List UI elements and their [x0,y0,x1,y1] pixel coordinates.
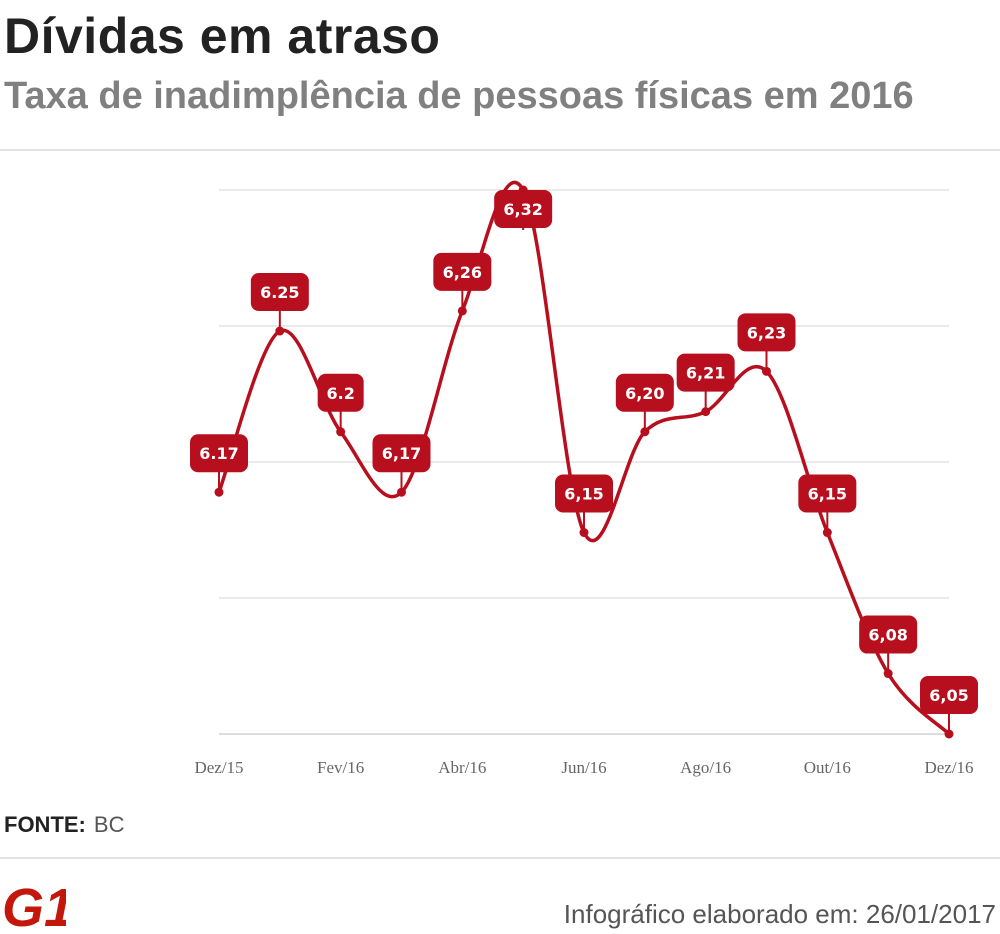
x-tick-label: Ago/16 [680,758,731,777]
data-label-box [433,252,492,291]
infographic-credit: Infográfico elaborado em: 26/01/2017 [563,899,996,929]
data-point [275,326,285,336]
data-label-box [859,615,918,654]
g1-logo: G1 [2,880,66,930]
data-label: 6,08 [859,615,918,670]
data-label-text: 6,23 [747,323,786,342]
data-label-box [494,190,553,228]
data-label-text: 6.2 [326,384,354,403]
data-label: 6.17 [190,434,248,489]
data-labels: 6.17 6.25 6.2 6,17 6,26 6,32 6,15 6,20 6,21 6,23 6… [190,190,978,730]
data-label-text: 6.25 [260,283,299,302]
data-label-box [615,373,674,412]
data-label-text: 6,26 [443,263,482,282]
data-label: 6,20 [615,373,674,428]
data-point [457,306,467,316]
header-divider [0,149,1000,151]
series-line [217,180,951,736]
data-label-box [250,273,309,312]
data-point [822,528,832,538]
data-label-box [555,474,613,513]
x-tick-label: Abr/16 [438,758,486,777]
data-point [701,407,711,417]
data-point [762,366,771,376]
data-point [214,487,224,497]
data-label: 6.25 [250,273,309,328]
data-label: 6,15 [555,474,613,529]
x-tick-label: Jun/16 [561,758,606,777]
data-point [640,427,650,437]
data-label-text: 6,21 [686,364,725,383]
data-point [579,528,589,538]
data-label-text: 6,20 [625,384,664,403]
data-point [944,729,954,739]
chart-subtitle: Taxa de inadimplência de pessoas físicas… [4,75,914,117]
gridlines [219,189,949,735]
x-axis-ticks: Dez/15 Fev/16 Abr/16 Jun/16 Ago/16 Out/16 Dez/… [194,758,973,777]
data-label-box [920,676,978,714]
x-tick-label: Fev/16 [317,758,364,777]
data-label-text: 6,08 [868,626,907,645]
data-label: 6,32 [494,190,553,230]
data-label-box [372,434,431,473]
data-label-box [737,313,796,352]
source-note: FONTE: BC [4,810,124,840]
data-label-text: 6,32 [503,200,542,219]
data-point [336,427,346,437]
data-label-box [798,474,857,513]
data-label-text: 6,15 [808,485,847,504]
chart-title: Dívidas em atraso [4,8,441,64]
data-label-text: 6.17 [199,444,238,463]
data-label: 6.2 [317,373,364,428]
x-tick-label: Dez/15 [194,758,243,777]
data-points [214,185,954,739]
line-chart: Dez/15 Fev/16 Abr/16 Jun/16 Ago/16 Out/16 Dez/… [190,180,978,777]
data-label: 6,05 [920,676,978,730]
data-label-text: 6,17 [382,444,421,463]
source-value: BC [93,812,125,837]
data-label: 6,23 [737,313,796,368]
data-label: 6,17 [372,434,431,489]
data-point [397,487,406,497]
data-label: 6,26 [433,252,492,307]
data-point [883,669,893,679]
data-label-box [190,434,248,473]
g1-logo-text: G1 [2,880,66,930]
data-label-box [317,373,364,412]
data-label-text: 6,05 [929,686,968,705]
footer-divider [0,857,1000,859]
x-tick-label: Out/16 [804,758,851,777]
data-label-text: 6,15 [564,485,603,504]
data-label: 6,15 [798,474,857,529]
data-label-box [676,353,735,392]
data-label: 6,21 [676,353,735,408]
x-tick-label: Dez/16 [924,758,973,777]
source-label: FONTE: [4,812,86,837]
